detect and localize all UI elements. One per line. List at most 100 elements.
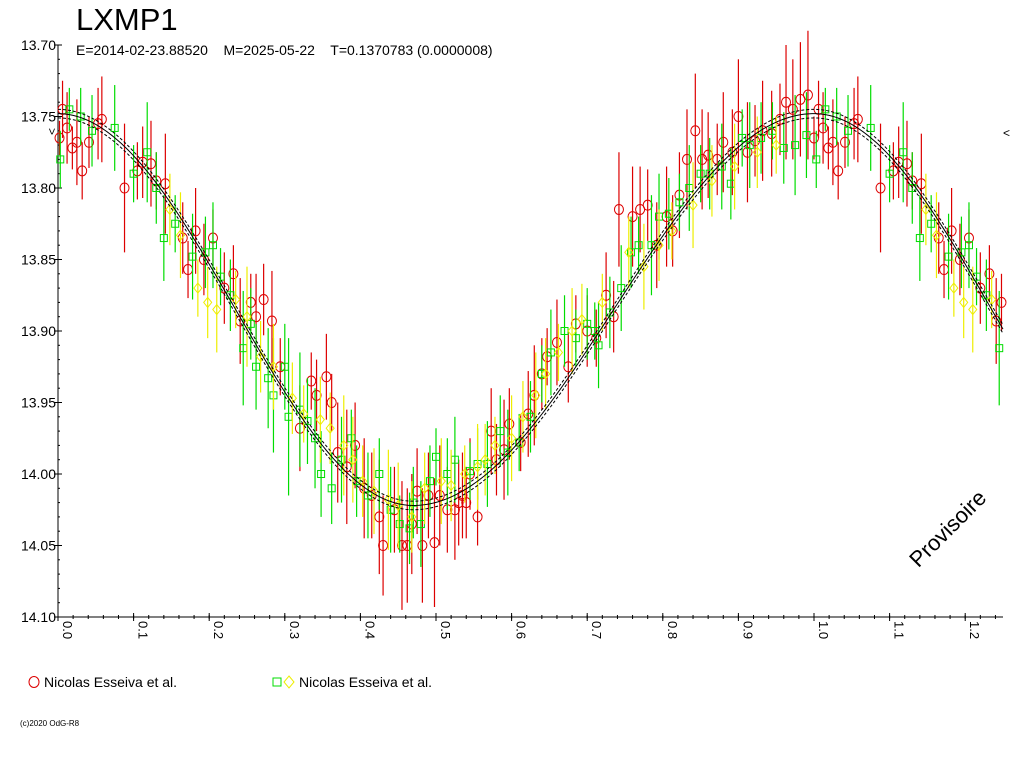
data-point-diamond bbox=[472, 461, 483, 473]
data-point-diamond bbox=[175, 229, 186, 241]
data-point-square bbox=[375, 470, 384, 478]
x-tick-label: 1.0 bbox=[816, 621, 831, 639]
x-tick-label: 0.3 bbox=[287, 621, 302, 639]
data-point-diamond bbox=[921, 203, 931, 216]
data-point-circle bbox=[266, 315, 277, 327]
data-point-diamond bbox=[931, 229, 942, 241]
data-point-square bbox=[311, 434, 320, 443]
data-point-square bbox=[395, 520, 404, 529]
data-point-circle bbox=[145, 158, 156, 170]
data-point-circle bbox=[523, 408, 534, 420]
data-point-diamond bbox=[299, 408, 309, 420]
legend-label-green-yellow: Nicolas Esseiva et al. bbox=[299, 674, 433, 690]
data-point-circle bbox=[718, 136, 729, 148]
data-point-circle bbox=[690, 125, 701, 137]
data-point-square bbox=[944, 252, 953, 261]
data-point-circle bbox=[984, 268, 995, 280]
data-point-square bbox=[208, 241, 217, 250]
data-point-square bbox=[171, 219, 180, 228]
data-point-circle bbox=[486, 425, 497, 437]
data-point-diamond bbox=[268, 360, 279, 373]
data-point-diamond bbox=[506, 432, 517, 445]
data-point-diamond bbox=[325, 422, 335, 435]
data-point-diamond bbox=[480, 453, 490, 466]
y-tick-label: 13.75 bbox=[21, 109, 56, 125]
data-point-square bbox=[594, 341, 603, 350]
data-point-circle bbox=[374, 511, 385, 523]
data-point-diamond bbox=[949, 282, 959, 294]
data-point-diamond bbox=[231, 293, 241, 306]
y-tick-label: 13.85 bbox=[21, 252, 56, 268]
data-point-diamond bbox=[315, 413, 325, 426]
chart-title: LXMP1 bbox=[76, 2, 178, 37]
data-point-circle bbox=[412, 485, 423, 497]
data-point-square bbox=[866, 123, 875, 132]
data-point-circle bbox=[852, 113, 863, 125]
data-point-square bbox=[317, 470, 326, 478]
data-point-circle bbox=[77, 165, 88, 177]
data-point-square bbox=[409, 498, 418, 507]
data-point-circle bbox=[396, 540, 407, 551]
data-point-square bbox=[337, 455, 346, 464]
data-point-circle bbox=[681, 153, 692, 165]
data-point-circle bbox=[461, 497, 472, 509]
data-point-diamond bbox=[420, 482, 430, 495]
data-point-circle bbox=[703, 149, 714, 161]
data-point-diamond bbox=[212, 303, 222, 316]
data-point-square bbox=[927, 219, 936, 228]
left-edge-marker: > bbox=[45, 128, 59, 135]
data-point-circle bbox=[551, 336, 562, 348]
data-point-circle bbox=[417, 540, 428, 551]
data-point-square bbox=[425, 477, 434, 486]
data-point-circle bbox=[563, 361, 574, 373]
data-point-diamond bbox=[255, 350, 266, 363]
y-tick-label: 14.10 bbox=[21, 609, 56, 625]
data-point-circle bbox=[515, 437, 526, 449]
model-curve bbox=[57, 108, 1004, 511]
data-point-diamond bbox=[407, 511, 417, 523]
data-point-square bbox=[844, 126, 853, 135]
data-point-diamond bbox=[242, 310, 252, 323]
data-point-circle bbox=[875, 182, 886, 194]
data-point-diamond bbox=[752, 146, 762, 159]
data-point-square bbox=[738, 133, 747, 142]
data-point-square bbox=[188, 252, 197, 261]
right-edge-marker: < bbox=[1003, 126, 1010, 140]
data-point-square bbox=[745, 141, 754, 150]
y-tick-label: 14.00 bbox=[21, 466, 56, 482]
data-point-diamond bbox=[771, 139, 781, 151]
data-point-circle bbox=[827, 136, 838, 148]
x-tick-label: 0.1 bbox=[136, 621, 151, 639]
data-point-diamond bbox=[597, 296, 607, 309]
data-point-circle bbox=[787, 103, 798, 115]
x-tick-label: 0.8 bbox=[665, 621, 680, 639]
data-point-circle bbox=[591, 332, 602, 344]
data-point-circle bbox=[71, 136, 82, 148]
data-point-square bbox=[386, 505, 395, 514]
data-point-diamond bbox=[577, 313, 587, 326]
data-point-circle bbox=[802, 89, 813, 101]
ephemeris-subtitle: E=2014-02-23.88520 M=2025-05-22 T=0.1370… bbox=[76, 42, 493, 58]
data-point-square bbox=[617, 284, 626, 293]
data-point-diamond bbox=[553, 346, 564, 359]
data-point-circle bbox=[378, 540, 389, 551]
data-point-square bbox=[627, 248, 636, 257]
data-point-diamond bbox=[567, 325, 577, 337]
legend-circle-icon bbox=[28, 676, 40, 688]
x-tick-label: 0.9 bbox=[740, 621, 755, 639]
x-axis-ticks: 0.0 0.1 0.2 0.3 0.4 0.5 0.6 0.7 0.8 0.9 1.0 1.1 1.2 bbox=[57, 613, 996, 639]
data-point-square bbox=[143, 148, 152, 157]
model-curve-band bbox=[57, 108, 1004, 502]
x-tick-label: 0.7 bbox=[589, 621, 604, 639]
x-tick-label: 0.6 bbox=[514, 621, 529, 639]
data-point-square bbox=[675, 198, 684, 207]
data-points bbox=[54, 30, 1007, 610]
model-curve-line bbox=[57, 113, 1004, 506]
x-tick-label: 1.2 bbox=[967, 621, 982, 639]
x-tick-label: 0.0 bbox=[60, 621, 75, 639]
data-point-diamond bbox=[518, 410, 528, 423]
data-point-square bbox=[432, 452, 440, 461]
data-point-diamond bbox=[540, 368, 551, 380]
y-tick-label: 14.05 bbox=[21, 538, 56, 554]
